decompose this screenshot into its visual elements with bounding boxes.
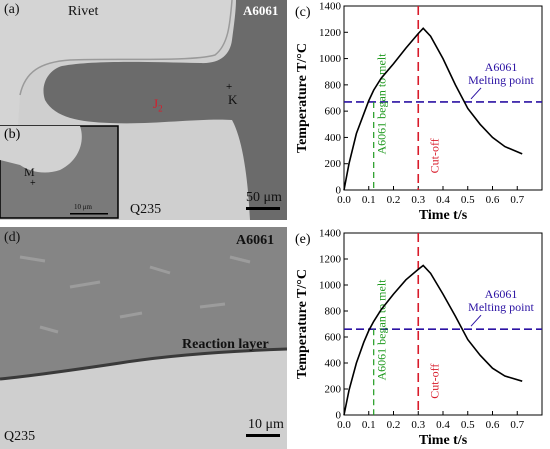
x-tick-label: 0.7 — [510, 194, 524, 206]
chart-panel-e: 0 200 400 600 800 1000 1200 1400 0.0 0.1 0.2 0.3 0.4… — [291, 227, 550, 449]
x-tick-label: 0.6 — [486, 194, 500, 206]
panel-label-b: (b) — [4, 127, 21, 142]
y-tick-label: 1200 — [319, 27, 342, 39]
y-tick-label: 1400 — [319, 1, 342, 13]
x-tick-label: 0.3 — [411, 419, 425, 431]
chart-panel-label: (e) — [295, 232, 311, 247]
y-tick-label: 800 — [325, 306, 342, 318]
x-tick-label: 0.3 — [411, 194, 425, 206]
melting-point-label-line1: A6061 — [485, 60, 518, 74]
melting-point-arrow — [470, 87, 482, 100]
joint-label: J2 — [153, 96, 163, 114]
y-tick-label: 600 — [325, 106, 342, 118]
point-m-label: M — [24, 165, 35, 179]
y-tick-label: 0 — [336, 185, 342, 197]
reaction-layer-label: Reaction layer — [182, 337, 269, 352]
x-axis-label: Time t/s — [419, 208, 468, 223]
inset-scale-label: 10 μm — [74, 203, 92, 211]
a6061-label-d: A6061 — [236, 233, 275, 248]
micrograph-d-drawing — [0, 227, 287, 449]
a6061-label-a: A6061 — [243, 3, 279, 18]
x-tick-label: 0.4 — [436, 419, 450, 431]
x-tick-label: 0.2 — [387, 194, 401, 206]
x-tick-label: 0.0 — [337, 419, 351, 431]
scale-label-a: 50 μm — [246, 190, 282, 205]
y-tick-label: 1200 — [319, 254, 342, 266]
y-tick-label: 200 — [325, 384, 342, 396]
y-tick-label: 200 — [325, 158, 342, 170]
chart-panel-label: (c) — [295, 5, 311, 20]
x-tick-label: 0.1 — [362, 194, 376, 206]
x-tick-label: 0.2 — [387, 419, 401, 431]
temperature-chart-c: 0 200 400 600 800 1000 1200 1400 0.0 0.1 0.2 0.3 0.4… — [295, 1, 543, 223]
temperature-chart-e: 0 200 400 600 800 1000 1200 1400 0.0 0.1 0.2 0.3 0.4… — [295, 228, 543, 448]
x-tick-label: 0.5 — [461, 194, 475, 206]
x-tick-label: 0.7 — [510, 419, 524, 431]
svg-text:+: + — [30, 178, 36, 189]
cutoff-label: Cut-off — [427, 138, 441, 173]
plot-frame — [343, 232, 543, 416]
melting-point-arrow — [470, 314, 482, 327]
chart-panel-c: 0 200 400 600 800 1000 1200 1400 0.0 0.1 0.2 0.3 0.4… — [291, 0, 550, 224]
y-axis-label: Temperature T/°C — [295, 43, 310, 153]
point-k-label: K — [228, 92, 238, 107]
x-tick-label: 0.1 — [362, 419, 376, 431]
cutoff-label: Cut-off — [427, 364, 441, 399]
melt-start-label: A6061 began to melt — [375, 279, 389, 381]
micrograph-panel-d: (d) A6061 Reaction layer Q235 10 μm — [0, 227, 287, 449]
rivet-label: Rivet — [68, 4, 99, 19]
x-tick-label: 0.5 — [461, 419, 475, 431]
q235-label-a: Q235 — [130, 202, 162, 217]
temperature-curve — [343, 27, 523, 191]
x-axis-label: Time t/s — [419, 433, 468, 448]
y-tick-label: 800 — [325, 79, 342, 91]
x-tick-label: 0.0 — [337, 194, 351, 206]
y-tick-label: 600 — [325, 332, 342, 344]
temperature-curve — [343, 264, 523, 416]
y-axis-label: Temperature T/°C — [295, 269, 310, 379]
y-tick-label: 0 — [336, 410, 342, 422]
panel-label-a: (a) — [4, 2, 20, 17]
melting-point-label-line1: A6061 — [485, 287, 518, 301]
scale-label-d: 10 μm — [248, 417, 284, 432]
y-tick-label: 400 — [325, 358, 342, 370]
melt-start-label: A6061 began to melt — [375, 53, 389, 155]
y-tick-label: 1400 — [319, 228, 342, 240]
q235-label-d: Q235 — [4, 429, 36, 444]
micrograph-a-drawing: + + — [0, 0, 287, 220]
x-tick-label: 0.4 — [436, 194, 450, 206]
melting-point-label-line2: Melting point — [468, 300, 534, 314]
y-tick-label: 400 — [325, 132, 342, 144]
melting-point-label-line2: Melting point — [468, 73, 534, 87]
panel-label-d: (d) — [4, 230, 21, 245]
micrograph-panel-a: + + (a) Rivet A6061 K J2 (b) M 10 μm Q23… — [0, 0, 287, 220]
y-tick-label: 1000 — [319, 280, 342, 292]
x-tick-label: 0.6 — [486, 419, 500, 431]
svg-text:+: + — [226, 81, 232, 93]
y-tick-label: 1000 — [319, 53, 342, 65]
